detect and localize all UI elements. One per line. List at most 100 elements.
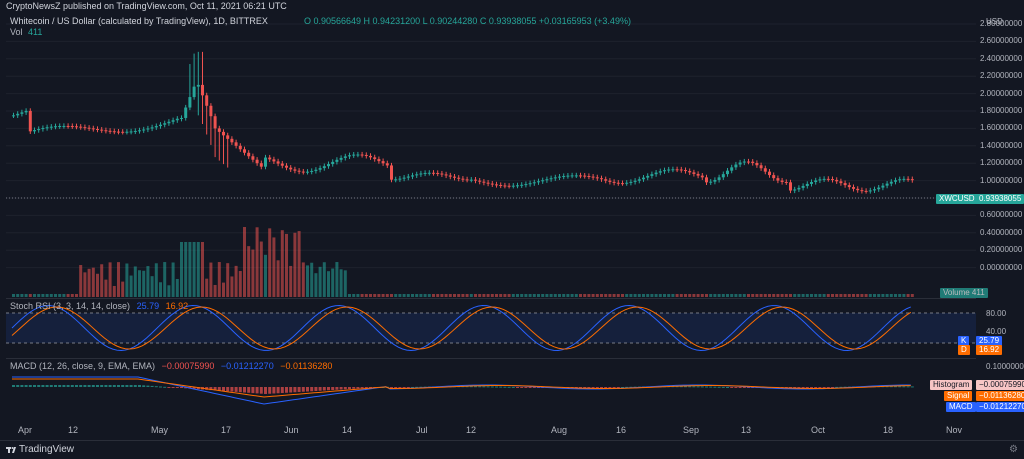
settings-icon[interactable]: ⚙ <box>1009 444 1018 455</box>
volume-bar <box>528 294 532 297</box>
volume-bar <box>532 294 536 297</box>
candle-body <box>486 182 490 184</box>
volume-bar <box>322 262 326 297</box>
volume-label: Vol <box>10 27 23 37</box>
volume-bar <box>280 230 284 297</box>
candle-body <box>272 159 276 162</box>
macd-histogram-bar <box>747 387 750 388</box>
volume-bar <box>419 294 423 297</box>
candle-body <box>461 178 465 180</box>
macd-histogram-bar <box>906 386 910 388</box>
stoch-d-tag: D <box>958 345 970 355</box>
time-axis-label: Jul <box>416 425 428 435</box>
volume-bar <box>692 294 696 297</box>
candle-body <box>742 161 746 163</box>
stoch-legend[interactable]: Stoch RSI (3, 3, 14, 14, close) 25.79 16… <box>10 301 188 311</box>
candle-body <box>667 169 671 171</box>
volume-bar <box>558 294 561 297</box>
stoch-axis[interactable]: 80.00 40.00 <box>976 298 1024 356</box>
candle-body <box>906 178 910 180</box>
candle-body <box>595 177 599 179</box>
price-tick: 1.20000000 <box>980 158 1023 168</box>
volume-bar <box>889 294 893 297</box>
time-axis-label: Sep <box>683 425 700 435</box>
macd-axis[interactable]: 0.10000000 <box>976 358 1024 422</box>
macd-histogram-bar <box>608 387 612 388</box>
stoch-rsi-chart[interactable] <box>6 299 976 357</box>
volume-bar <box>209 262 213 297</box>
volume-bar <box>755 294 759 297</box>
candle-body <box>608 180 612 182</box>
candle-body <box>276 161 280 164</box>
volume-bar <box>877 294 881 297</box>
volume-bar <box>369 294 372 297</box>
candle-body <box>910 179 914 181</box>
volume-legend[interactable]: Vol 411 <box>10 27 42 37</box>
candle-body <box>348 155 351 157</box>
price-tick: 0.60000000 <box>980 210 1023 220</box>
macd-histogram-bar <box>272 387 276 394</box>
volume-bar <box>654 294 658 297</box>
volume-bar <box>478 294 482 297</box>
macd-histogram-bar <box>398 387 402 388</box>
volume-bar <box>339 269 343 297</box>
price-axis[interactable]: USD 2.80000000 2.60000000 2.40000000 2.2000… <box>976 14 1024 297</box>
candle-body <box>507 185 511 187</box>
candle-body <box>873 189 876 191</box>
volume-bar <box>201 242 204 297</box>
volume-bar <box>621 294 624 297</box>
main-price-pane[interactable]: Whitecoin / US Dollar (calculated by Tra… <box>6 14 976 297</box>
volume-bar <box>264 254 267 297</box>
tradingview-icon <box>6 446 16 453</box>
macd-histogram-bar <box>600 387 603 388</box>
volume-bar <box>768 294 771 297</box>
volume-bar <box>469 294 473 297</box>
volume-bar <box>394 294 398 297</box>
time-axis[interactable]: Apr 12 May 17 Jun 14 Jul 12 Aug 16 Sep 13 Oct 18 Nov <box>6 424 976 438</box>
macd-histogram-bar <box>33 385 36 387</box>
volume-bar <box>587 294 591 297</box>
macd-histogram-bar <box>247 387 251 393</box>
candle-body <box>54 126 57 128</box>
candle-body <box>637 179 641 181</box>
volume-bar <box>70 294 74 297</box>
macd-pane[interactable]: MACD (12, 26, close, 9, EMA, EMA) −0.000… <box>6 358 976 423</box>
macd-histogram-bar <box>797 387 801 388</box>
candle-body <box>713 179 717 182</box>
candle-body <box>717 177 721 180</box>
candle-body <box>528 183 532 185</box>
ohlc-values: O 0.90566649 H 0.94231200 L 0.90244280 C… <box>304 16 631 26</box>
stoch-k-tag-value: 25.79 <box>976 336 1003 346</box>
macd-histogram-bar <box>209 387 213 391</box>
price-tick: 0.40000000 <box>980 227 1023 237</box>
volume-bar <box>58 294 62 297</box>
candle-body <box>469 179 473 181</box>
volume-bar <box>133 266 137 297</box>
macd-histogram-bar <box>364 387 368 388</box>
macd-histogram-bar <box>898 386 902 388</box>
macd-histogram-bar <box>612 387 616 388</box>
price-chart[interactable] <box>6 14 976 297</box>
macd-chart[interactable] <box>6 359 976 423</box>
macd-legend[interactable]: MACD (12, 26, close, 9, EMA, EMA) −0.000… <box>10 361 332 371</box>
candle-body <box>364 154 368 156</box>
candle-body <box>394 179 398 181</box>
volume-bar <box>364 294 368 297</box>
candle-body <box>835 179 839 182</box>
stoch-rsi-pane[interactable]: Stoch RSI (3, 3, 14, 14, close) 25.79 16… <box>6 298 976 357</box>
volume-bar <box>852 294 855 297</box>
candle-body <box>499 185 503 187</box>
tradingview-logo[interactable]: TradingView <box>6 444 74 455</box>
macd-histogram-bar <box>91 385 95 387</box>
macd-histogram-bar <box>793 387 797 388</box>
candle-body <box>621 183 624 185</box>
candle-body <box>352 154 356 156</box>
candle-body <box>201 84 204 96</box>
macd-histogram-bar <box>175 387 179 388</box>
volume-bar <box>490 294 494 297</box>
candle-body <box>856 188 860 191</box>
volume-bar <box>717 294 721 297</box>
candle-body <box>726 170 729 175</box>
symbol-title[interactable]: Whitecoin / US Dollar (calculated by Tra… <box>10 16 268 26</box>
candle-body <box>478 180 482 182</box>
